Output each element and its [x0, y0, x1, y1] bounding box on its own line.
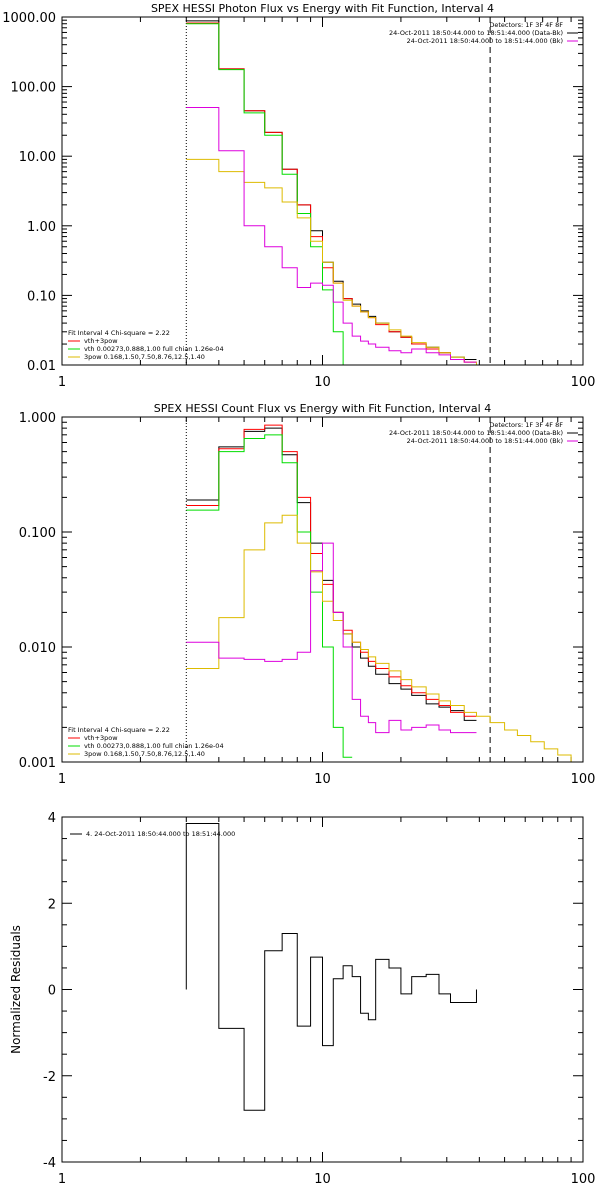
- y-tick-label: 0.010: [19, 641, 56, 656]
- x-tick-label: 100: [571, 375, 596, 390]
- x-tick-label: 100: [571, 772, 596, 787]
- x-tick-label: 10: [314, 1172, 331, 1187]
- x-tick-label: 10: [314, 375, 331, 390]
- plot-frame: [61, 416, 584, 763]
- legend-top-entry: Detectors: 1F 3F 4F 8F: [489, 421, 563, 429]
- y-tick-label: 1.000: [19, 411, 56, 426]
- series-group: [185, 17, 531, 365]
- chart-panel-1: SPEX HESSI Photon Flux vs Energy with Fi…: [2, 2, 595, 390]
- y-tick-label: 1000.00: [2, 11, 56, 26]
- legend-top-entry: 24-Oct-2011 18:50:44.000 to 18:51:44.000…: [407, 37, 563, 45]
- y-tick-label: 100.00: [11, 81, 57, 96]
- plot-frame: [61, 16, 584, 366]
- legend-bottom-entry: Fit Interval 4 Chi-square = 2.22: [68, 329, 170, 337]
- y-tick-label: 0.100: [19, 526, 56, 541]
- series-vth-line: [186, 23, 353, 365]
- series-data-bk-line: [186, 427, 477, 721]
- series-vth-3pow-line: [186, 22, 477, 363]
- y-tick-label: 0.10: [27, 289, 56, 304]
- legend-entry: 4. 24-Oct-2011 18:50:44.000 to 18:51:44.…: [86, 830, 235, 838]
- y-tick-label: -4: [43, 1156, 56, 1171]
- series-bk-line: [186, 107, 477, 363]
- y-tick-label: 0.001: [19, 756, 56, 771]
- legend-top-entry: 24-Oct-2011 18:50:44.000 to 18:51:44.000…: [389, 29, 563, 37]
- x-tick-label: 1: [58, 1172, 66, 1187]
- series-3pow-line: [186, 158, 531, 365]
- chart-panel-3: Normalized Residuals 1 10 100 -4 -2 0 2 4 4. 24-O…: [9, 811, 595, 1187]
- x-tick-label: 100: [571, 1172, 596, 1187]
- y-tick-label: 0: [48, 984, 56, 999]
- plot-frame: [61, 816, 584, 1163]
- y-tick-label: -2: [43, 1070, 56, 1085]
- legend-bottom-entry: 3pow 0.168,1.50,7.50,8.76,12.5,1.40: [84, 353, 205, 361]
- series-data-bk-line: [186, 20, 477, 360]
- series-vth-line: [186, 434, 353, 758]
- y-tick-label: 0.01: [27, 359, 56, 374]
- chart-panel-2: SPEX HESSI Count Flux vs Energy with Fit…: [19, 402, 596, 787]
- legend-bottom-entry: vth 0.00273,0.888,1.00 full chian 1.26e-…: [84, 345, 224, 353]
- series-bk-line: [186, 542, 477, 734]
- legend-top-entry: 24-Oct-2011 18:50:44.000 to 18:51:44.000…: [407, 437, 563, 445]
- legend-bottom-entry: Fit Interval 4 Chi-square = 2.22: [68, 726, 170, 734]
- legend-top-entry: 24-Oct-2011 18:50:44.000 to 18:51:44.000…: [389, 429, 563, 437]
- chart-title: SPEX HESSI Photon Flux vs Energy with Fi…: [151, 2, 494, 15]
- legend-top-entry: Detectors: 1F 3F 4F 8F: [489, 21, 563, 29]
- series-4-24-oct-2011-18-50-44-000-to-18-51-44-000-line: [185, 822, 477, 1111]
- x-tick-label: 1: [58, 375, 66, 390]
- series-group: [185, 417, 583, 762]
- y-tick-label: 2: [48, 897, 56, 912]
- legend-bottom-entry: vth+3pow: [84, 734, 118, 742]
- y-tick-label: 4: [48, 811, 56, 826]
- x-tick-label: 1: [58, 772, 66, 787]
- legend-bottom-entry: 3pow 0.168,1.50,7.50,8.76,12.5,1.40: [84, 750, 205, 758]
- y-tick-label: 1.00: [27, 220, 56, 235]
- series-group: [185, 822, 477, 1111]
- chart-title: SPEX HESSI Count Flux vs Energy with Fit…: [154, 402, 491, 415]
- y-tick-label: 10.00: [19, 150, 56, 165]
- series-vth-3pow-line: [186, 424, 477, 717]
- series-3pow-line: [186, 514, 583, 762]
- y-axis-label: Normalized Residuals: [9, 925, 23, 1054]
- axis-ticks: [61, 17, 583, 366]
- x-tick-label: 10: [314, 772, 331, 787]
- legend-bottom-entry: vth+3pow: [84, 337, 118, 345]
- legend-bottom-entry: vth 0.00273,0.888,1.00 full chian 1.26e-…: [84, 742, 224, 750]
